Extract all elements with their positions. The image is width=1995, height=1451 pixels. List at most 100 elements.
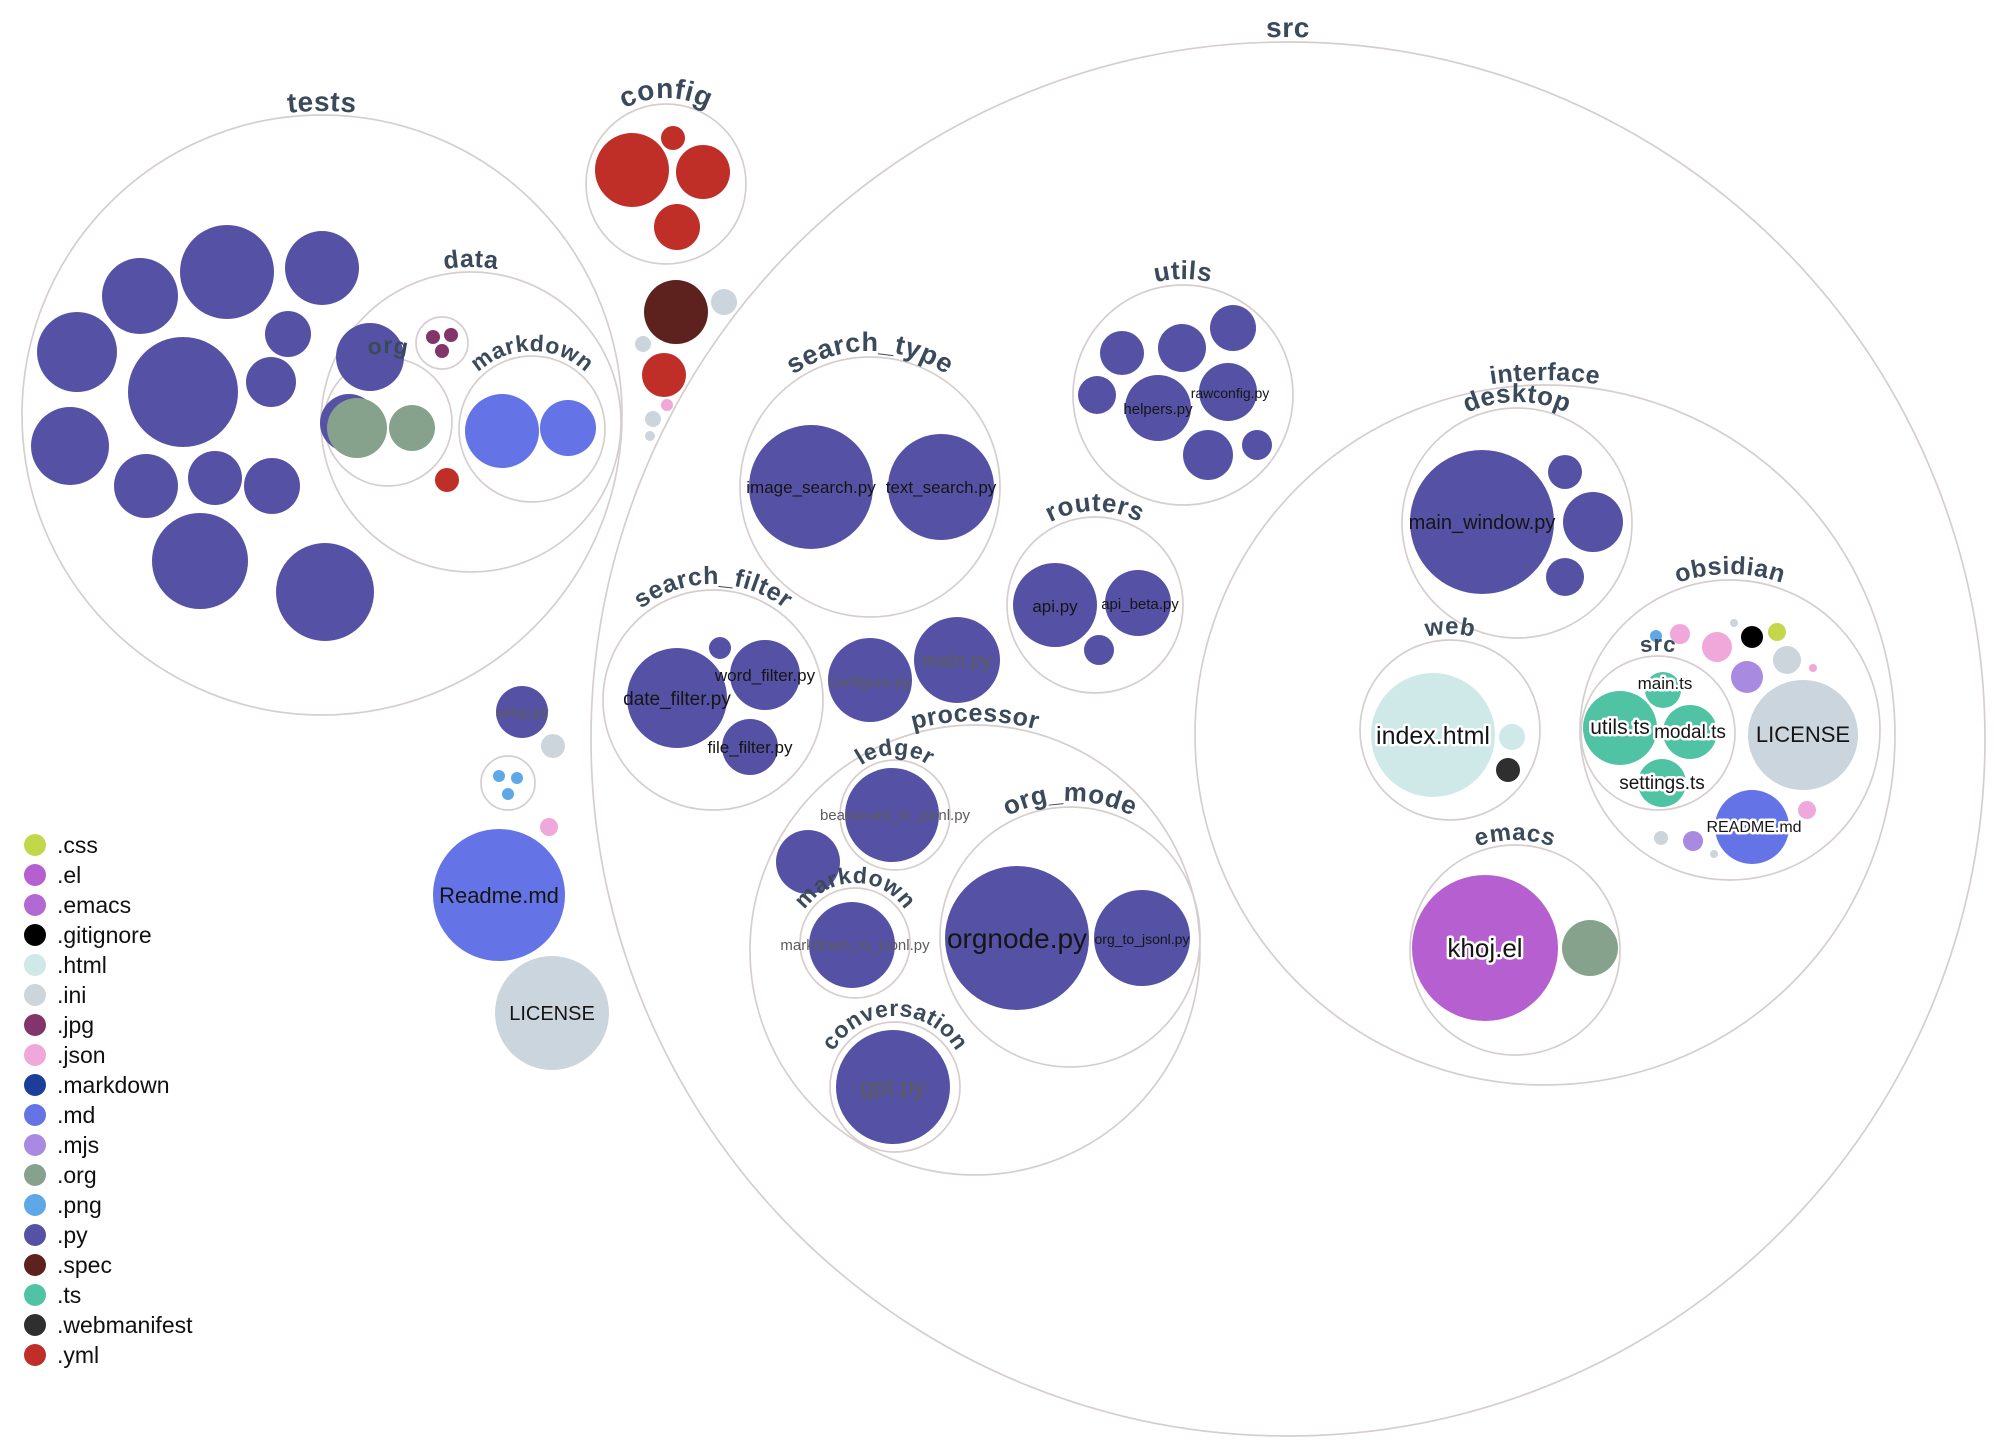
py-file-circle — [1548, 455, 1582, 489]
spec-file-circle — [644, 280, 708, 344]
ini-file-circle — [1730, 619, 1738, 627]
py-file-circle — [188, 451, 242, 505]
text-search-py-label: text_search.py — [886, 478, 997, 497]
svg-text:org_mode: org_mode — [998, 777, 1143, 822]
py-file-circle — [336, 323, 404, 391]
legend-label-ts: .ts — [57, 1282, 81, 1308]
readme-md-label: Readme.md — [439, 883, 559, 908]
json-file-circle — [540, 818, 558, 836]
ini-file-circle — [1773, 646, 1801, 674]
utils-ts-circle — [1583, 691, 1657, 765]
svg-text:web: web — [1422, 613, 1478, 643]
py-file-circle — [709, 637, 731, 659]
folder-config-circle — [585, 103, 747, 265]
svg-text:emacs: emacs — [1471, 819, 1559, 853]
folder-conversation-circle — [829, 1021, 961, 1153]
legend-swatch-gitignore — [24, 924, 46, 946]
legend-swatch-json — [24, 1044, 46, 1066]
folder-src-circle — [590, 41, 1986, 1437]
folder-label-search-type: search_type — [781, 327, 959, 380]
py-file-circle — [1078, 376, 1116, 414]
folder-label-search-filter: search_filter — [628, 562, 797, 614]
legend-label-ini: .ini — [57, 982, 86, 1008]
folder-label-src: src — [1266, 12, 1310, 43]
css-file-circle — [1768, 623, 1786, 641]
obsidian-readme-md-circle — [1715, 790, 1789, 864]
folder-interface-circle — [1194, 384, 1896, 1086]
jpg-file-circle — [435, 344, 449, 358]
legend-swatch-spec — [24, 1254, 46, 1276]
svg-text:org: org — [365, 332, 411, 360]
folder-label-data-org: org — [365, 332, 410, 360]
yml-file-circle — [435, 468, 459, 492]
py-file-circle — [152, 513, 248, 609]
legend-swatch-md — [24, 1104, 46, 1126]
settings-ts-circle — [1638, 759, 1686, 807]
gitignore-file-circle — [1741, 626, 1763, 648]
khoj-el-circle — [1412, 875, 1558, 1021]
folder-tests-circle — [21, 114, 623, 716]
folder-label-config: config — [614, 73, 717, 114]
folder-label-org-mode: org_mode — [998, 777, 1142, 822]
svg-text:obsidian: obsidian — [1671, 552, 1789, 589]
svg-text:src: src — [1266, 12, 1310, 43]
legend-label-png: .png — [57, 1192, 102, 1218]
png-file-circle — [502, 788, 514, 800]
py-file-circle — [180, 225, 274, 319]
html-file-circle — [1499, 724, 1525, 750]
license-circle — [495, 956, 609, 1070]
svg-text:search_filter: search_filter — [628, 562, 798, 614]
orgnode-py-label: orgnode.py — [947, 923, 1087, 954]
org-file-circle — [1562, 920, 1618, 976]
folder-root-images-circle — [480, 755, 536, 811]
gpt-py-circle — [836, 1030, 950, 1144]
modal-ts-label: modal.ts — [1654, 722, 1726, 743]
folder-web-circle — [1359, 639, 1541, 821]
svg-text:processor: processor — [908, 699, 1043, 735]
py-file-circle — [1563, 492, 1623, 552]
main-window-py-circle — [1410, 450, 1554, 594]
folder-label-utils: utils — [1151, 255, 1214, 288]
image-search-py-circle — [749, 425, 873, 549]
file-filter-py-circle — [722, 719, 778, 775]
ini-file-circle — [1654, 831, 1668, 845]
legend-label-org: .org — [57, 1162, 97, 1188]
gpt-py-label: gpt.py — [860, 1074, 925, 1101]
legend-swatch-jpg — [24, 1014, 46, 1036]
legend-label-css: .css — [57, 832, 98, 858]
py-file-circle — [37, 312, 117, 392]
folder-label-web: web — [1422, 613, 1477, 643]
py-file-circle — [1158, 324, 1206, 372]
py-file-circle — [102, 258, 178, 334]
ini-file-circle — [645, 431, 655, 441]
beancount-to-jsonl-py-label: beancount_to_jsonl.py — [820, 807, 971, 824]
folder-label-obsidian: obsidian — [1671, 552, 1788, 589]
legend-swatch-org — [24, 1164, 46, 1186]
setup-py-circle — [496, 686, 548, 738]
legend-label-jpg: .jpg — [57, 1012, 94, 1038]
license-label: LICENSE — [509, 1003, 595, 1025]
jpg-file-circle — [444, 328, 458, 342]
svg-text:utils: utils — [1151, 255, 1215, 288]
py-file-circle — [1210, 305, 1256, 351]
folder-label-interface: interface — [1488, 358, 1602, 390]
helpers-py-label: helpers.py — [1123, 401, 1193, 418]
legend-label-json: .json — [57, 1042, 106, 1068]
file-filter-py-label: file_filter.py — [707, 738, 793, 757]
folder-obsidian-src-circle — [1580, 655, 1736, 811]
folder-search-type-circle — [739, 356, 1001, 618]
svg-text:tests: tests — [286, 86, 358, 119]
py-file-circle — [776, 830, 840, 894]
py-file-circle — [265, 311, 311, 357]
folder-label-data: data — [442, 245, 501, 275]
folder-data-markdown-circle — [458, 355, 606, 503]
legend-swatch-emacs — [24, 894, 46, 916]
configure-py-label: configure.py — [829, 674, 911, 691]
beancount-to-jsonl-py-circle — [845, 768, 939, 862]
folder-circles — [21, 41, 1986, 1437]
helpers-py-circle — [1125, 375, 1191, 441]
folder-label-tests: tests — [286, 86, 358, 119]
legend-swatch-png — [24, 1194, 46, 1216]
orgnode-py-circle — [945, 866, 1089, 1010]
